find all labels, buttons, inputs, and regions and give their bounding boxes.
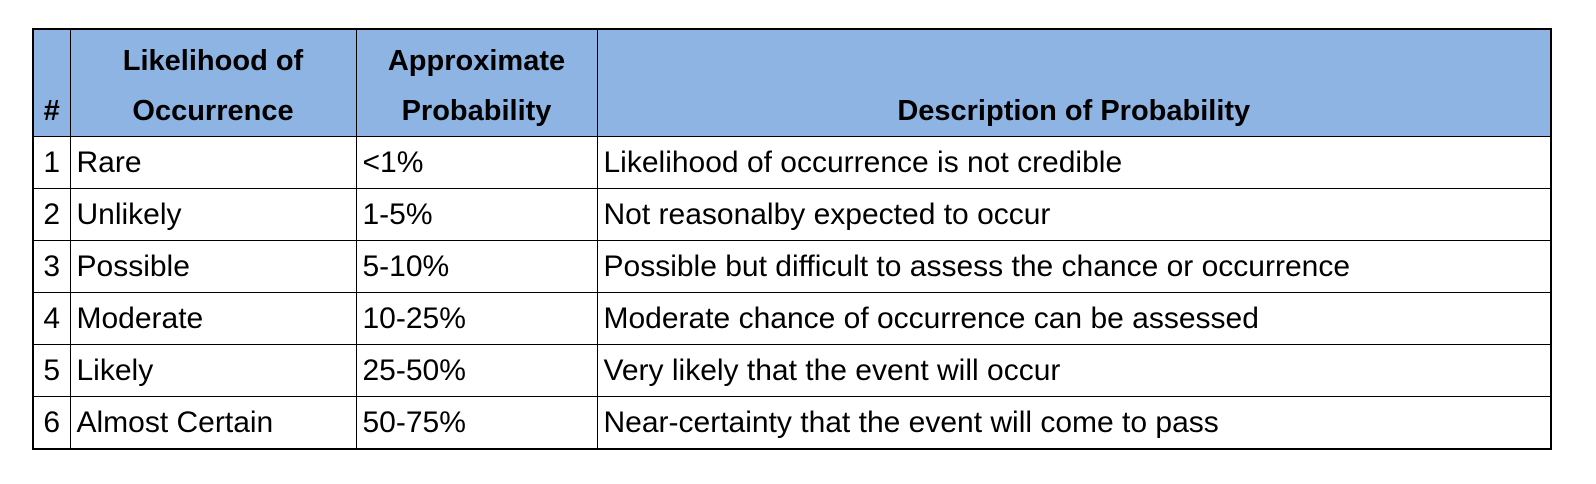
row-description: Likelihood of occurrence is not credible xyxy=(596,136,1552,189)
row-probability: 10-25% xyxy=(355,292,598,345)
row-description: Possible but difficult to assess the cha… xyxy=(596,240,1552,293)
table-row: 6 Almost Certain 50-75% Near-certainty t… xyxy=(32,396,1552,450)
table-row: 2 Unlikely 1-5% Not reasonalby expected … xyxy=(32,188,1552,241)
table-row: 3 Possible 5-10% Possible but difficult … xyxy=(32,240,1552,293)
row-likelihood: Likely xyxy=(69,344,357,397)
row-likelihood: Possible xyxy=(69,240,357,293)
row-probability: 1-5% xyxy=(355,188,598,241)
row-number: 1 xyxy=(32,136,71,189)
row-description: Very likely that the event will occur xyxy=(596,344,1552,397)
table-body: 1 Rare <1% Likelihood of occurrence is n… xyxy=(32,136,1552,450)
header-probability-line1: Approximate xyxy=(387,45,566,77)
row-likelihood: Rare xyxy=(69,136,357,189)
row-probability: 25-50% xyxy=(355,344,598,397)
row-likelihood: Unlikely xyxy=(69,188,357,241)
header-likelihood: Likelihood of Occurrence xyxy=(69,28,357,137)
row-number: 6 xyxy=(32,396,71,450)
table-header: # Likelihood of Occurrence Approximate P… xyxy=(32,28,1552,137)
header-row: # Likelihood of Occurrence Approximate P… xyxy=(32,28,1552,137)
row-number: 4 xyxy=(32,292,71,345)
row-probability: 5-10% xyxy=(355,240,598,293)
row-description: Near-certainty that the event will come … xyxy=(596,396,1552,450)
header-likelihood-line1: Likelihood of xyxy=(122,45,304,77)
table-row: 4 Moderate 10-25% Moderate chance of occ… xyxy=(32,292,1552,345)
row-number: 2 xyxy=(32,188,71,241)
row-likelihood: Almost Certain xyxy=(69,396,357,450)
row-likelihood: Moderate xyxy=(69,292,357,345)
row-probability: 50-75% xyxy=(355,396,598,450)
row-probability: <1% xyxy=(355,136,598,189)
row-description: Not reasonalby expected to occur xyxy=(596,188,1552,241)
row-number: 3 xyxy=(32,240,71,293)
row-number: 5 xyxy=(32,344,71,397)
header-number: # xyxy=(32,28,71,137)
header-probability-line2: Probability xyxy=(401,95,552,127)
table-row: 5 Likely 25-50% Very likely that the eve… xyxy=(32,344,1552,397)
header-probability: Approximate Probability xyxy=(355,28,598,137)
row-description: Moderate chance of occurrence can be ass… xyxy=(596,292,1552,345)
header-likelihood-line2: Occurrence xyxy=(132,95,294,127)
table-row: 1 Rare <1% Likelihood of occurrence is n… xyxy=(32,136,1552,189)
probability-table: # Likelihood of Occurrence Approximate P… xyxy=(32,28,1552,450)
header-description: Description of Probability xyxy=(596,28,1552,137)
